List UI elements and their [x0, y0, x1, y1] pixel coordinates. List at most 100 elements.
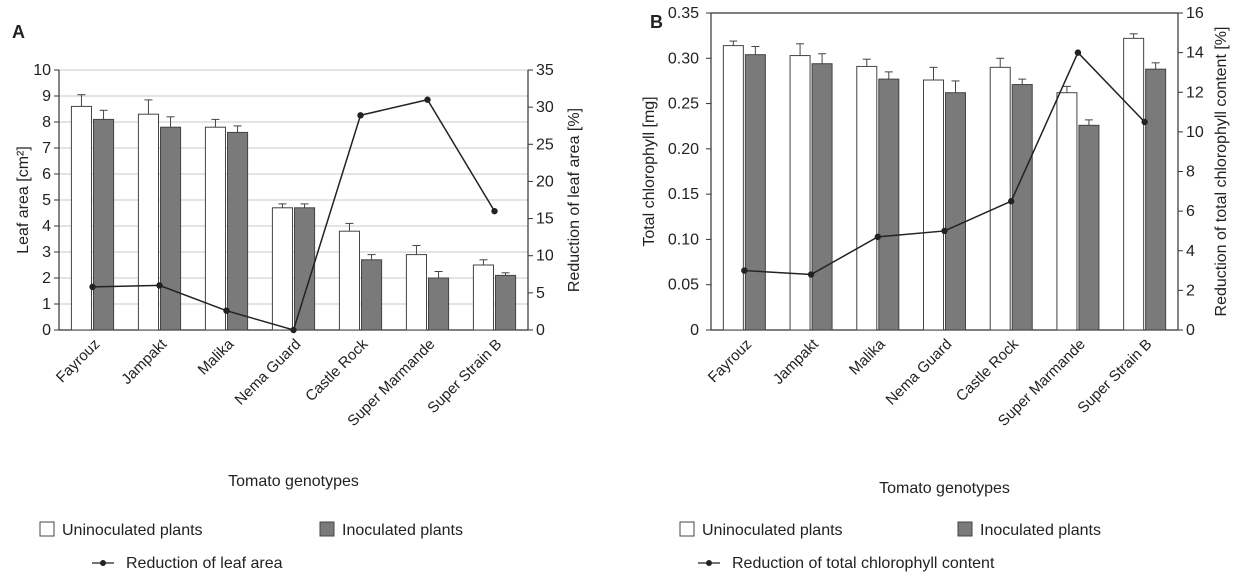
legend-label-inoculated: Inoculated plants — [342, 522, 463, 539]
bar-uninoculated — [1123, 37, 1145, 331]
category-label: Nema Guard — [883, 336, 956, 409]
bar-uninoculated — [722, 45, 744, 331]
y-right-axis-title: Reduction of total chlorophyll content [… — [1213, 27, 1230, 317]
y-right-tick-label: 15 — [536, 211, 554, 228]
bar-inoculated — [811, 63, 833, 331]
panel-label: B — [650, 12, 663, 32]
bar-inoculated — [93, 118, 115, 331]
reduction-point — [424, 96, 431, 103]
y-right-tick-label: 25 — [536, 136, 554, 153]
bar-uninoculated — [70, 105, 93, 331]
y-tick-label: 10 — [33, 62, 51, 79]
y-right-tick-label: 0 — [1186, 322, 1195, 339]
y-tick-label: 7 — [42, 140, 51, 157]
legend-point-symbol — [100, 560, 106, 566]
y-tick-label: 9 — [42, 88, 51, 105]
y-right-tick-label: 35 — [536, 62, 554, 79]
legend-label-uninoculated: Uninoculated plants — [702, 522, 843, 539]
bar-uninoculated — [137, 113, 159, 331]
y-tick-label: 0 — [690, 322, 699, 339]
reduction-point — [357, 112, 364, 119]
chart-panel-a: A 0 1 2 3 4 5 6 7 8 9 10 0 5 10 15 20 25 30 35 Fayrouz Jampak… — [12, 22, 583, 572]
y-right-tick-label: 5 — [536, 285, 545, 302]
category-label: Malika — [195, 335, 238, 378]
y-tick-label: 5 — [42, 192, 51, 209]
y-right-tick-label: 10 — [1186, 124, 1204, 141]
bar-inoculated — [1145, 68, 1167, 331]
y-right-tick-label: 12 — [1186, 84, 1204, 101]
bar-uninoculated — [989, 66, 1011, 331]
reduction-point — [741, 267, 748, 274]
bar-uninoculated — [405, 254, 427, 331]
legend: Uninoculated plants Inoculated plants Redu… — [39, 521, 463, 572]
reduction-point — [807, 271, 815, 278]
bar-uninoculated — [789, 55, 811, 331]
bar-uninoculated — [472, 264, 494, 331]
panel-label: A — [12, 22, 25, 42]
y-tick-label: 8 — [42, 114, 51, 131]
reduction-point — [1074, 49, 1082, 56]
bar-inoculated — [878, 78, 900, 331]
category-label: Jampakt — [118, 335, 171, 388]
legend-swatch-uninoculated — [679, 521, 695, 537]
legend: Uninoculated plants Inoculated plants Redu… — [679, 521, 1101, 572]
legend-point-symbol — [706, 560, 712, 566]
y-right-tick-label: 0 — [536, 322, 545, 339]
y-tick-label: 0.30 — [668, 50, 699, 67]
category-label: Castle Rock — [953, 335, 1023, 405]
reduction-point — [1008, 198, 1015, 205]
bar-inoculated — [495, 274, 517, 331]
bar-uninoculated — [856, 65, 878, 331]
category-label: Castle Rock — [302, 335, 372, 405]
bar-inoculated — [1078, 124, 1100, 331]
x-axis-title: Tomato genotypes — [879, 480, 1010, 497]
y-tick-label: 0.35 — [668, 5, 699, 22]
y-right-tick-label: 4 — [1186, 243, 1195, 260]
y-right-tick-label: 16 — [1186, 5, 1204, 22]
bar-inoculated — [744, 54, 766, 331]
y-right-tick-label: 14 — [1186, 45, 1204, 62]
y-right-tick-label: 6 — [1186, 203, 1195, 220]
legend-label-reduction: Reduction of total chlorophyll content — [732, 555, 995, 572]
bar-inoculated — [428, 277, 450, 331]
legend-label-inoculated: Inoculated plants — [980, 522, 1101, 539]
chart-panel-b: B 0 0.05 0.10 0.15 0.20 0.25 0.30 0.35 0 2 4 6 8 10 12 1… — [641, 5, 1230, 572]
y-right-tick-label: 10 — [536, 248, 554, 265]
y-tick-label: 0 — [42, 322, 51, 339]
y-tick-label: 6 — [42, 166, 51, 183]
y-right-tick-label: 30 — [536, 99, 554, 116]
legend-label-uninoculated: Uninoculated plants — [62, 522, 203, 539]
bar-inoculated — [160, 126, 182, 331]
category-label: Fayrouz — [53, 336, 103, 386]
y-tick-label: 0.10 — [668, 231, 699, 248]
y-tick-label: 0.05 — [668, 277, 699, 294]
category-label: Nema Guard — [232, 336, 305, 409]
y-axis-title: Total chlorophyll [mg] — [641, 96, 658, 246]
y-tick-label: 1 — [42, 296, 51, 313]
y-right-tick-label: 20 — [536, 173, 554, 190]
bar-uninoculated — [922, 79, 945, 331]
category-label: Malika — [846, 335, 889, 378]
reduction-point — [156, 282, 163, 289]
bar-inoculated — [294, 207, 316, 331]
y-tick-label: 3 — [42, 244, 51, 261]
reduction-point — [1141, 118, 1148, 126]
bar-uninoculated — [1056, 92, 1078, 331]
bar-inoculated — [361, 259, 383, 331]
y-tick-label: 0.20 — [668, 141, 699, 158]
legend-swatch-inoculated — [319, 521, 335, 537]
bar-inoculated — [227, 131, 249, 331]
category-label: Fayrouz — [705, 336, 755, 386]
bar-uninoculated — [338, 230, 360, 331]
reduction-point — [941, 227, 948, 235]
y-right-tick-label: 8 — [1186, 164, 1195, 181]
category-label: Jampakt — [770, 335, 823, 388]
reduction-point — [491, 207, 498, 215]
legend-label-reduction: Reduction of leaf area — [126, 555, 283, 572]
y-right-tick-label: 2 — [1186, 282, 1195, 299]
bar-inoculated — [1011, 84, 1033, 331]
y-tick-label: 0.25 — [668, 96, 699, 113]
bar-uninoculated — [204, 126, 226, 331]
